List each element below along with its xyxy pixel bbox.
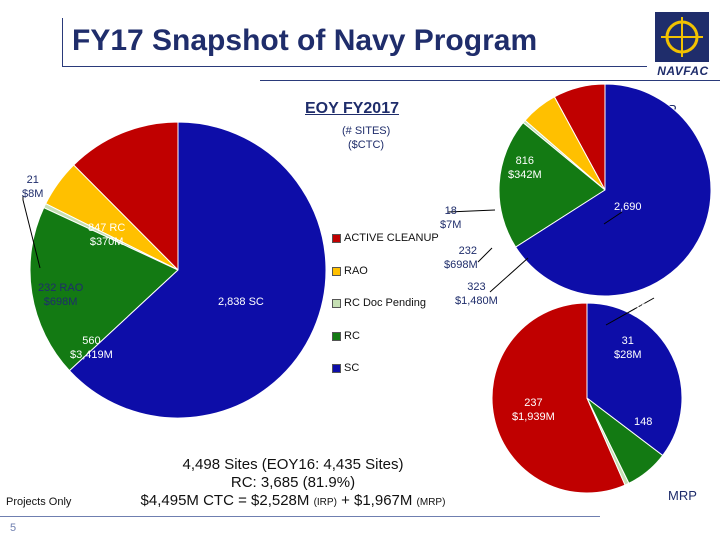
- irp-label-rcdoc: 18 $7M: [440, 204, 461, 232]
- main-label-sc: 2,838 SC: [218, 295, 264, 309]
- mrp-rcdoc-ctc: $0.5M: [635, 302, 666, 314]
- mrp-sc-sites: 148: [634, 416, 653, 428]
- legend-swatch: [332, 298, 341, 308]
- leader-line-irp-active: [489, 257, 529, 293]
- main-rao-sites: 232 RAO: [38, 282, 84, 294]
- leader-line-irp-sc: [603, 211, 623, 225]
- main-rc-ctc: $370M: [89, 236, 124, 248]
- logo-text: NAVFAC: [657, 64, 709, 78]
- footer-rule: [0, 516, 600, 517]
- chart-subtitle-ctc: ($CTC): [348, 139, 385, 151]
- irp-rc-ctc: $342M: [508, 169, 542, 181]
- main-label-active: 560 $3,419M: [70, 334, 113, 362]
- mrp-pie: [491, 302, 683, 494]
- legend-label: ACTIVE CLEANUP: [344, 232, 439, 244]
- irp-rao-ctc: $698M: [444, 259, 478, 271]
- mrp-label-sc: 148: [634, 415, 652, 429]
- mrp-slice-sc: [586, 302, 683, 457]
- main-slice-rc: [29, 206, 179, 372]
- main-label-rc: 847 RC $370M: [88, 221, 125, 249]
- leader-line-main-rcdoc: [22, 196, 41, 269]
- mrp-label-active: 237 $1,939M: [512, 396, 555, 424]
- main-slice-sc: [68, 121, 327, 419]
- summary-irp-tag: (IRP): [313, 497, 337, 508]
- summary-line-rc: RC: 3,685 (81.9%): [230, 474, 356, 491]
- header-rule-left: [62, 18, 63, 66]
- legend-swatch: [332, 266, 341, 276]
- irp-label-rao: 232 $698M: [444, 244, 478, 272]
- leader-line-irp-rcdoc: [447, 209, 496, 213]
- irp-active-sites: 323: [467, 281, 486, 293]
- leader-line-mrp-rcdoc: [605, 297, 655, 326]
- header-rule-right: [260, 80, 720, 81]
- main-label-rao: 232 RAO $698M: [38, 281, 83, 309]
- main-rc-sites: 847 RC: [88, 222, 126, 234]
- legend-item: RAO: [332, 265, 368, 277]
- main-active-ctc: $3,419M: [70, 349, 113, 361]
- mrp-rc-sites: 31: [621, 335, 634, 347]
- mrp-active-ctc: $1,939M: [512, 411, 555, 423]
- summary-mrp-tag: (MRP): [416, 497, 446, 508]
- projects-only-note: Projects Only: [6, 496, 72, 508]
- leader-line-irp-rao: [477, 247, 493, 263]
- legend-item: RC Doc Pending: [332, 297, 426, 309]
- summary-mrp-amount: + $1,967M: [336, 492, 413, 509]
- legend-item: ACTIVE CLEANUP: [332, 232, 439, 244]
- main-rao-ctc: $698M: [43, 296, 78, 308]
- irp-label-sc: 2,690: [614, 200, 642, 214]
- legend-swatch: [332, 363, 341, 373]
- main-sc-sites: 2,838 SC: [218, 296, 264, 308]
- summary-line-ctc: $4,495M CTC = $2,528M (IRP) + $1,967M (M…: [118, 492, 468, 512]
- main-rcdoc-ctc: $8M: [22, 188, 44, 200]
- legend-label: SC: [344, 362, 360, 374]
- irp-pie: [498, 83, 712, 297]
- mrp-label-rcdoc: 3 $0.5M: [635, 287, 666, 315]
- mrp-rcdoc-sites: 3: [647, 288, 654, 300]
- main-chart-title: EOY FY2017: [305, 100, 399, 117]
- page-title: FY17 Snapshot of Navy Program: [72, 24, 538, 57]
- irp-rcdoc-ctc: $7M: [440, 219, 462, 231]
- chart-subtitle-sites: (# SITES): [342, 125, 391, 137]
- main-active-sites: 560: [82, 335, 101, 347]
- main-label-rcdoc: 21 $8M: [22, 173, 43, 201]
- summary-ctc-total: $4,495M CTC = $2,528M: [140, 492, 310, 509]
- legend-swatch: [332, 331, 341, 341]
- legend-item: SC: [332, 362, 359, 374]
- mrp-slice-active: [491, 302, 626, 494]
- main-rcdoc-sites: 21: [26, 174, 39, 186]
- legend-item: RC: [332, 330, 360, 342]
- navfac-logo: [655, 12, 709, 62]
- main-pie: [29, 121, 327, 419]
- mrp-active-sites: 237: [524, 397, 543, 409]
- irp-rao-sites: 232: [458, 245, 477, 257]
- mrp-label-rc: 31 $28M: [614, 334, 642, 362]
- summary-block: 4,498 Sites (EOY16: 4,435 Sites) RC: 3,6…: [118, 456, 468, 512]
- irp-label-rc: 816 $342M: [508, 154, 542, 182]
- mrp-chart-title: MRP: [668, 488, 697, 503]
- irp-rcdoc-sites: 18: [444, 205, 457, 217]
- legend-label: RAO: [344, 265, 368, 277]
- irp-slice-sc: [514, 83, 712, 297]
- irp-active-ctc: $1,480M: [455, 295, 498, 307]
- mrp-rc-ctc: $28M: [614, 349, 642, 361]
- legend-label: RC: [344, 330, 360, 342]
- irp-label-active: 323 $1,480M: [455, 280, 498, 308]
- main-slice-active: [72, 121, 179, 272]
- summary-line-sites: 4,498 Sites (EOY16: 4,435 Sites): [182, 456, 404, 473]
- irp-slice-rc: [498, 121, 606, 248]
- irp-rc-sites: 816: [515, 155, 534, 167]
- leader-lines: [22, 196, 655, 326]
- legend-swatch: [332, 233, 341, 243]
- irp-sc-sites: 2,690: [614, 201, 642, 213]
- legend-label: RC Doc Pending: [344, 297, 426, 309]
- header-rule-top: [62, 66, 647, 67]
- page-number: 5: [10, 522, 17, 534]
